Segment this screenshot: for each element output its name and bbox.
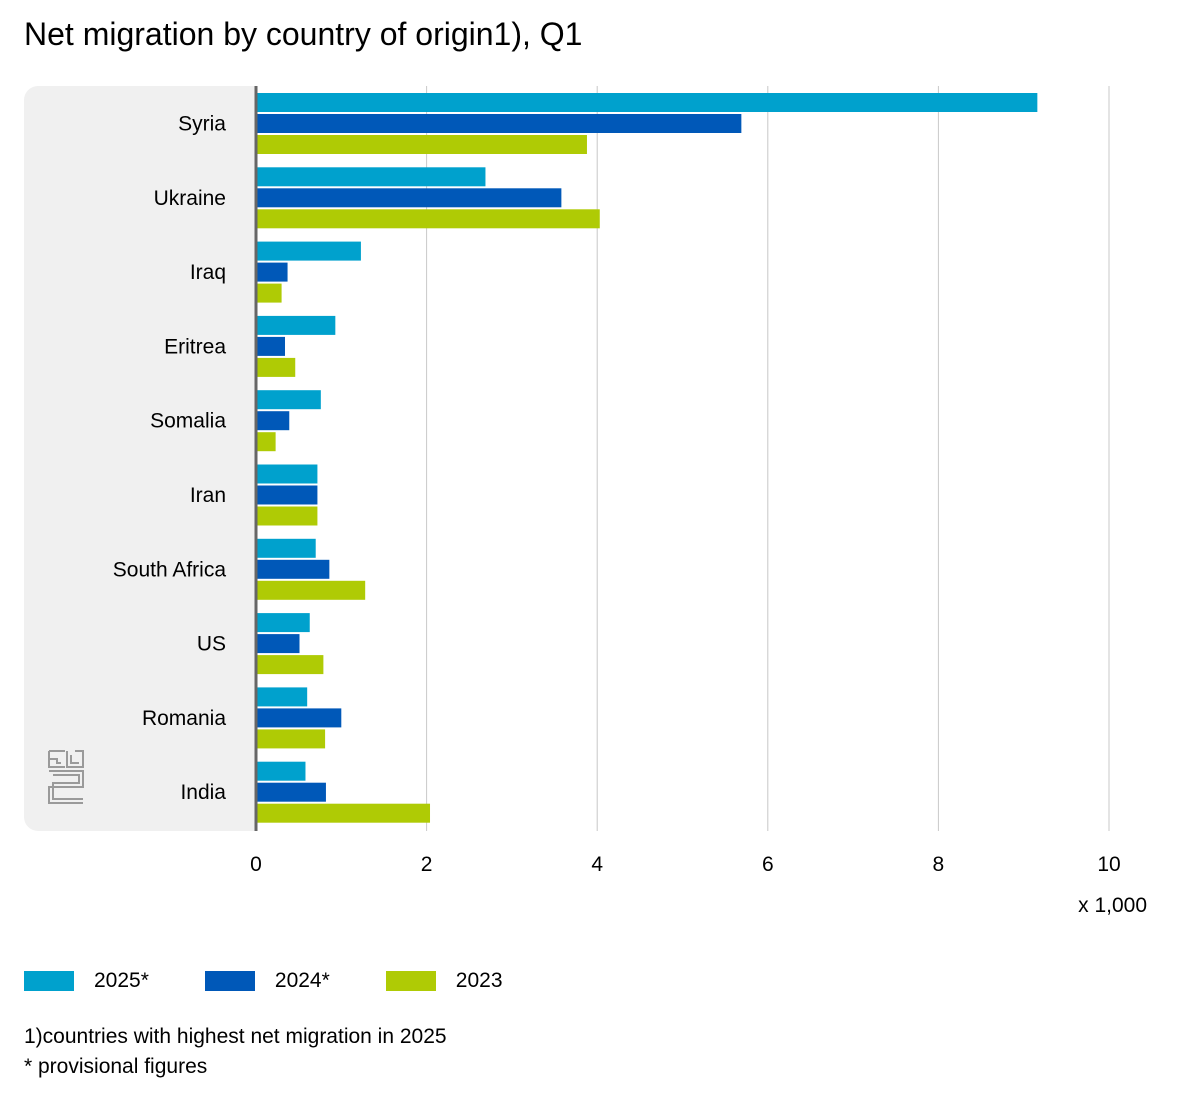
legend-item-2024: 2024* (204, 968, 330, 994)
x-unit-label: x 1,000 (1078, 894, 1147, 917)
footnotes: 1)countries with highest net migration i… (24, 1022, 447, 1082)
legend-label-2025: 2025* (94, 969, 149, 992)
bar (256, 167, 486, 187)
bar (256, 262, 288, 282)
legend-label-2024: 2024* (274, 969, 330, 992)
bar (256, 485, 318, 505)
footnote-countries: 1)countries with highest net migration i… (24, 1025, 447, 1048)
bar (256, 93, 1038, 112)
footnote-provisional: * provisional figures (24, 1055, 208, 1078)
bar (256, 209, 600, 229)
bar (256, 464, 318, 484)
x-tick-label: 0 (250, 853, 262, 876)
category-label: Iran (190, 484, 226, 507)
bar (256, 580, 366, 600)
bar (256, 114, 742, 133)
bar (256, 687, 308, 707)
bar (256, 761, 306, 781)
category-label: Ukraine (154, 187, 226, 210)
bar (256, 655, 324, 675)
bar (256, 411, 290, 431)
category-label: Iraq (190, 261, 226, 284)
legend-item-2023: 2023 (385, 968, 503, 994)
legend-swatch-2023 (385, 971, 436, 991)
bar (256, 782, 326, 802)
legend-swatch-2025 (24, 971, 74, 991)
category-label: Romania (142, 707, 226, 730)
category-label: South Africa (113, 558, 227, 581)
legend-item-2025: 2025* (24, 968, 149, 994)
bar (256, 803, 431, 823)
bar (256, 188, 562, 208)
bar (256, 432, 276, 452)
category-label: Eritrea (164, 335, 226, 358)
legend-label-2023: 2023 (455, 969, 503, 992)
x-tick-label: 6 (762, 853, 774, 876)
bar-chart: Syria Ukraine Iraq Eritrea Somalia Iran South … (24, 86, 1184, 917)
category-label: India (180, 781, 226, 804)
legend: 2025* 2024* 2023 (24, 966, 559, 996)
bar (256, 559, 330, 579)
bar (256, 336, 286, 356)
bar (256, 283, 282, 303)
cbs-logo-icon (48, 750, 84, 804)
bar (256, 241, 361, 261)
chart-title: Net migration by country of origin1), Q1 (24, 16, 583, 52)
bar (256, 708, 342, 728)
legend-swatch-2024 (204, 971, 255, 991)
bar (256, 506, 318, 526)
category-label: Syria (178, 113, 226, 136)
bar (256, 613, 310, 633)
bar (256, 135, 587, 154)
x-tick-label: 8 (933, 853, 945, 876)
bar (256, 729, 326, 749)
x-tick-label: 10 (1097, 853, 1120, 876)
x-tick-label: 4 (591, 853, 603, 876)
x-tick-label: 2 (421, 853, 433, 876)
bar (256, 390, 321, 410)
bar (256, 357, 296, 377)
category-label: US (197, 633, 226, 656)
bar (256, 634, 300, 654)
category-label: Somalia (150, 410, 226, 433)
bar (256, 538, 316, 558)
bar (256, 315, 336, 335)
